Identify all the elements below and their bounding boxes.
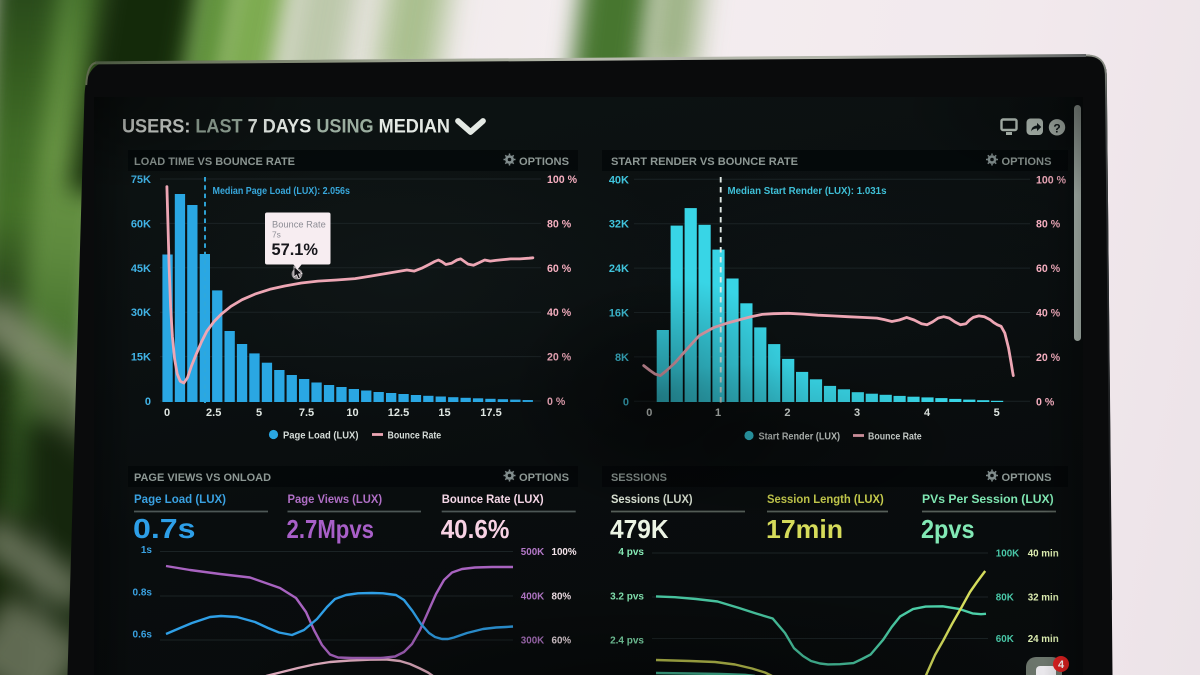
- svg-text:80K: 80K: [996, 593, 1014, 604]
- svg-text:3.2 pvs: 3.2 pvs: [610, 592, 644, 603]
- svg-text:57.1%: 57.1%: [272, 241, 319, 259]
- svg-text:60K: 60K: [131, 218, 151, 230]
- svg-text:15: 15: [438, 407, 450, 419]
- svg-text:300K: 300K: [521, 636, 544, 647]
- svg-text:60%: 60%: [552, 636, 572, 647]
- svg-text:100%: 100%: [552, 547, 577, 558]
- svg-text:Start Render (LUX): Start Render (LUX): [759, 432, 841, 443]
- svg-text:7s: 7s: [272, 230, 281, 240]
- svg-text:Bounce Rate (LUX): Bounce Rate (LUX): [442, 492, 544, 506]
- svg-text:Page Load (LUX): Page Load (LUX): [134, 492, 226, 506]
- svg-text:500K: 500K: [521, 547, 544, 558]
- svg-text:0: 0: [646, 407, 652, 419]
- svg-text:40 min: 40 min: [1028, 549, 1059, 560]
- svg-text:START RENDER VS BOUNCE RATE: START RENDER VS BOUNCE RATE: [611, 156, 798, 168]
- svg-text:80 %: 80 %: [547, 218, 572, 230]
- svg-text:0.6s: 0.6s: [133, 630, 153, 641]
- svg-text:LOAD TIME VS BOUNCE RATE: LOAD TIME VS BOUNCE RATE: [134, 156, 295, 168]
- svg-text:1: 1: [715, 407, 721, 419]
- svg-text:4: 4: [924, 407, 931, 419]
- svg-text:30K: 30K: [131, 307, 151, 319]
- svg-text:80%: 80%: [552, 592, 572, 603]
- svg-text:100 %: 100 %: [547, 174, 578, 186]
- svg-text:PVs Per Session (LUX): PVs Per Session (LUX): [922, 492, 1054, 506]
- svg-text:17min: 17min: [766, 514, 843, 544]
- svg-text:Page Views (LUX): Page Views (LUX): [288, 492, 383, 506]
- svg-text:Bounce Rate: Bounce Rate: [868, 432, 922, 443]
- svg-text:60 %: 60 %: [547, 263, 572, 275]
- svg-text:4 pvs: 4 pvs: [618, 547, 644, 558]
- svg-text:60K: 60K: [996, 634, 1014, 645]
- svg-text:0 %: 0 %: [1036, 396, 1055, 408]
- svg-text:15K: 15K: [131, 352, 151, 364]
- svg-text:?: ?: [1053, 121, 1060, 135]
- svg-text:100K: 100K: [996, 549, 1019, 560]
- svg-text:8K: 8K: [615, 352, 629, 364]
- svg-text:Bounce Rate: Bounce Rate: [388, 431, 442, 442]
- svg-text:7.5: 7.5: [299, 407, 314, 419]
- svg-text:OPTIONS: OPTIONS: [519, 472, 569, 484]
- svg-text:Page Load (LUX): Page Load (LUX): [283, 431, 359, 442]
- svg-text:45K: 45K: [131, 263, 151, 275]
- svg-text:0.8s: 0.8s: [133, 588, 153, 599]
- svg-text:40 %: 40 %: [547, 307, 572, 319]
- svg-text:OPTIONS: OPTIONS: [1002, 472, 1052, 484]
- svg-text:2.5: 2.5: [206, 407, 221, 419]
- svg-text:60 %: 60 %: [1036, 263, 1061, 275]
- svg-text:20 %: 20 %: [547, 352, 572, 364]
- svg-text:2.7Mpvs: 2.7Mpvs: [287, 514, 375, 544]
- svg-text:17.5: 17.5: [480, 407, 501, 419]
- svg-text:Median Page Load (LUX): 2.056s: Median Page Load (LUX): 2.056s: [213, 186, 351, 197]
- svg-text:0 %: 0 %: [547, 396, 566, 408]
- svg-text:400K: 400K: [521, 592, 544, 603]
- svg-text:Sessions (LUX): Sessions (LUX): [611, 492, 693, 506]
- svg-text:3: 3: [854, 407, 860, 419]
- svg-text:Bounce Rate: Bounce Rate: [272, 220, 326, 230]
- svg-text:OPTIONS: OPTIONS: [1002, 156, 1052, 168]
- svg-text:40K: 40K: [609, 174, 629, 186]
- svg-text:Session Length (LUX): Session Length (LUX): [767, 492, 884, 506]
- svg-text:PAGE VIEWS VS ONLOAD: PAGE VIEWS VS ONLOAD: [134, 472, 271, 484]
- svg-text:80 %: 80 %: [1036, 219, 1061, 231]
- svg-text:0: 0: [164, 407, 170, 419]
- svg-text:4: 4: [1058, 659, 1065, 671]
- svg-text:100 %: 100 %: [1036, 174, 1067, 186]
- svg-text:40.6%: 40.6%: [441, 514, 510, 544]
- svg-text:1s: 1s: [141, 545, 153, 556]
- svg-text:479K: 479K: [610, 514, 669, 544]
- svg-text:SESSIONS: SESSIONS: [611, 472, 667, 484]
- svg-text:2: 2: [784, 407, 790, 419]
- svg-text:2.4 pvs: 2.4 pvs: [610, 636, 644, 647]
- svg-text:75K: 75K: [131, 174, 151, 186]
- svg-text:0: 0: [145, 396, 151, 408]
- svg-text:20 %: 20 %: [1036, 352, 1061, 364]
- svg-text:24K: 24K: [609, 263, 629, 275]
- svg-text:32K: 32K: [609, 219, 629, 231]
- svg-text:5: 5: [256, 407, 262, 419]
- svg-text:0: 0: [623, 396, 629, 408]
- svg-text:10: 10: [346, 407, 358, 419]
- svg-text:24 min: 24 min: [1028, 634, 1059, 645]
- svg-text:2pvs: 2pvs: [921, 514, 975, 544]
- svg-text:USERS: LAST 7 DAYS USING MEDIA: USERS: LAST 7 DAYS USING MEDIAN: [122, 117, 450, 138]
- svg-text:32 min: 32 min: [1028, 593, 1059, 604]
- svg-text:Median Start Render (LUX): 1.0: Median Start Render (LUX): 1.031s: [728, 186, 887, 197]
- svg-text:5: 5: [994, 407, 1000, 419]
- svg-text:40 %: 40 %: [1036, 308, 1061, 320]
- svg-text:12.5: 12.5: [388, 407, 409, 419]
- svg-text:OPTIONS: OPTIONS: [519, 156, 569, 168]
- svg-text:0.7s: 0.7s: [133, 513, 196, 544]
- svg-text:16K: 16K: [609, 308, 629, 320]
